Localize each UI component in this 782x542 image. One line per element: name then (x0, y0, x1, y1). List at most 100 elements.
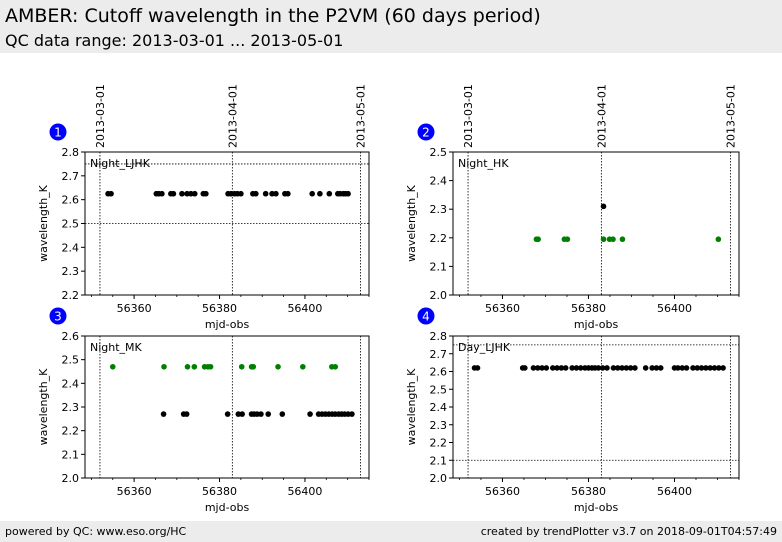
data-point (317, 190, 323, 197)
date-label: 2013-04-01 (226, 84, 239, 148)
data-point (253, 190, 259, 197)
y-tick-label: 2.5 (62, 354, 80, 367)
y-tick-label: 2.6 (62, 194, 80, 207)
panel-badge-number: 4 (422, 310, 430, 324)
y-tick-label: 2.2 (62, 289, 80, 302)
x-tick-label: 56400 (287, 485, 322, 498)
y-tick-label: 2.4 (62, 377, 80, 390)
data-point (707, 365, 713, 371)
data-point (307, 411, 313, 417)
data-point (694, 365, 701, 371)
y-tick-label: 2.5 (62, 218, 80, 231)
data-point (109, 363, 116, 370)
data-point (703, 365, 709, 371)
data-point (690, 365, 696, 371)
data-point (235, 411, 242, 417)
data-point (285, 190, 291, 197)
data-point (715, 365, 722, 371)
data-point (530, 365, 537, 371)
data-point (159, 190, 165, 197)
data-point (179, 190, 185, 197)
data-point (619, 365, 625, 371)
y-tick-label: 2.8 (62, 146, 80, 159)
y-tick-label: 2.3 (430, 203, 448, 216)
data-point (160, 411, 167, 417)
data-point (203, 190, 209, 197)
y-tick-label: 2.3 (62, 401, 80, 414)
data-point (250, 363, 257, 370)
y-tick-label: 2.7 (62, 170, 80, 183)
y-tick-label: 2.1 (62, 448, 80, 461)
panel-badge-number: 3 (54, 310, 62, 324)
plot-frame (452, 151, 740, 296)
data-point (564, 236, 571, 243)
chart-panel-2: 2.0 2.1 2.2 2.3 2.4 2.5 56360 56380 56400 mjd-obs… (405, 84, 740, 331)
panel-name: Day_LJHK (458, 341, 511, 354)
data-point (599, 365, 606, 371)
chart-panel-1: 2.2 2.3 2.4 2.5 2.6 2.7 2.8 56360 56380 56400 mjd-… (37, 84, 370, 331)
data-point (573, 365, 580, 371)
panel-badge-number: 1 (54, 126, 62, 140)
data-point (474, 365, 481, 371)
data-point (549, 365, 556, 371)
panel-name: Night_HK (458, 157, 509, 170)
y-tick-label: 2.7 (430, 348, 448, 361)
data-point (558, 365, 565, 371)
y-tick-label: 2.4 (430, 175, 448, 188)
x-axis-label: mjd-obs (574, 318, 619, 331)
y-tick-label: 2.2 (430, 232, 448, 245)
data-point (610, 365, 617, 371)
data-point (610, 236, 616, 243)
x-tick-label: 56380 (202, 302, 237, 315)
x-tick-label: 56360 (117, 302, 152, 315)
x-tick-label: 56400 (657, 485, 692, 498)
data-point (569, 365, 575, 371)
panel-badge (49, 307, 67, 325)
date-label: 2013-05-01 (354, 84, 367, 148)
date-label: 2013-04-01 (595, 84, 608, 148)
footer-created: created by trendPlotter v3.7 on 2018-09-… (480, 525, 777, 538)
data-point (604, 365, 610, 371)
data-point (258, 411, 264, 417)
data-point (332, 363, 339, 370)
data-point (345, 411, 351, 417)
date-label: 2013-05-01 (724, 84, 737, 148)
y-tick-label: 2.4 (62, 241, 80, 254)
data-point (188, 190, 194, 197)
data-point (269, 190, 275, 197)
data-point (309, 190, 316, 197)
data-point (715, 236, 722, 243)
panel-name: Night_LJHK (90, 157, 151, 170)
y-tick-label: 2.6 (430, 366, 448, 379)
y-axis-label: wavelength_K (405, 184, 418, 262)
panel-badge (417, 307, 435, 325)
data-point (595, 365, 602, 371)
y-tick-label: 2.3 (430, 419, 448, 432)
x-tick-label: 56360 (117, 485, 152, 498)
data-point (170, 190, 177, 197)
data-point (254, 411, 260, 417)
x-axis-label: mjd-obs (205, 318, 250, 331)
data-point (649, 365, 655, 371)
data-point (224, 411, 231, 417)
x-tick-label: 56400 (287, 302, 322, 315)
panel-badge (49, 123, 67, 141)
footer-credit: powered by QC: www.eso.org/HC (5, 525, 187, 538)
data-point (191, 190, 198, 197)
data-point (614, 365, 621, 371)
data-point (522, 365, 528, 371)
data-point (238, 363, 245, 370)
x-tick-label: 56360 (485, 302, 520, 315)
data-point (600, 203, 607, 210)
x-axis-label: mjd-obs (574, 501, 619, 514)
y-tick-label: 2.3 (62, 265, 80, 278)
data-point (184, 190, 190, 197)
data-point (623, 365, 630, 371)
data-point (562, 365, 569, 371)
data-point (711, 365, 718, 371)
data-point (675, 365, 681, 371)
data-point (238, 190, 244, 197)
date-label: 2013-03-01 (462, 84, 475, 148)
data-point (543, 365, 550, 371)
